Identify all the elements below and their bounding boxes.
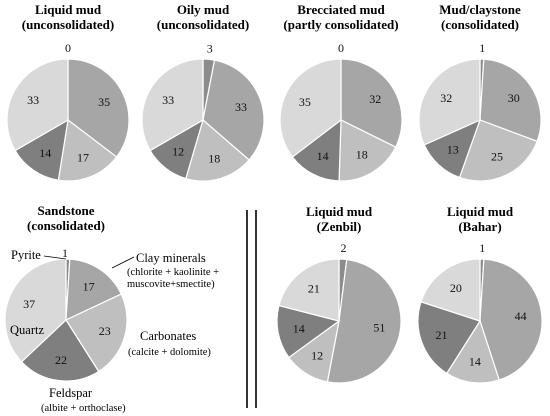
data-label-carbonates: 12	[311, 349, 323, 363]
pie-charts-group: Liquid mud(unconsolidated)035171433Oily …	[4, 2, 543, 384]
data-label-quartz: 21	[308, 282, 320, 296]
pie-title: Sandstone	[37, 203, 94, 218]
pie-panel: Liquid mud(unconsolidated) 0 35 17 14 33	[6, 2, 130, 182]
pie-slice-carbonates	[65, 293, 128, 373]
pie-slice-quartz	[420, 258, 481, 322]
annotation-feldspar-title: Feldspar	[49, 386, 93, 400]
pie-slice-quartz	[4, 258, 67, 363]
pie-title: Liquid mud	[447, 204, 514, 219]
data-label-clay: 33	[235, 100, 247, 114]
pie-panel: Liquid mud(Bahar) 1 44 14 21 20	[417, 204, 543, 384]
data-label-carbonates: 25	[491, 150, 503, 164]
pie-slice-feldspar	[417, 301, 481, 375]
annotation-clay-title: Clay minerals	[136, 251, 206, 265]
data-label-clay: 17	[83, 280, 95, 294]
annotation-carbonates-title: Carbonates	[140, 329, 196, 343]
pie-slice-clay	[479, 58, 542, 143]
pie-slice-carbonates	[338, 119, 397, 182]
annotation-clay-line3: muscovite+smectite)	[127, 279, 215, 290]
pie-slice-quartz	[6, 58, 69, 152]
data-label-clay: 35	[98, 95, 110, 109]
pie-slice-quartz	[279, 58, 342, 158]
data-label-feldspar: 22	[55, 353, 67, 367]
data-label-carbonates: 18	[208, 152, 220, 166]
data-label-feldspar: 12	[172, 145, 184, 159]
data-label-pyrite: 1	[62, 246, 68, 260]
pie-panel: Brecciated mud(partly consolidated) 0 32 18…	[279, 2, 403, 182]
pie-slice-clay	[65, 258, 122, 321]
data-label-pyrite: 0	[338, 41, 344, 55]
annotation-clay-line2: (chlorite + kaolinite +	[127, 267, 219, 278]
pyrite-leader-line	[43, 255, 67, 260]
data-label-clay: 32	[369, 92, 381, 106]
data-label-clay: 44	[515, 309, 527, 323]
data-label-pyrite: 3	[207, 41, 213, 55]
data-label-feldspar: 14	[317, 149, 329, 163]
pie-subtitle: (unconsolidated)	[22, 17, 114, 32]
pie-subtitle: (Bahar)	[458, 219, 501, 234]
data-label-quartz: 33	[162, 93, 174, 107]
data-label-quartz: 33	[27, 93, 39, 107]
clay-leader-line	[111, 256, 135, 269]
pie-slice-carbonates	[445, 319, 500, 384]
pie-subtitle: (consolidated)	[27, 218, 105, 233]
pie-slice-quartz	[418, 58, 481, 146]
pie-slice-clay	[67, 58, 130, 158]
data-label-feldspar: 14	[39, 146, 51, 160]
data-label-pyrite: 1	[479, 241, 485, 255]
data-label-pyrite: 2	[341, 241, 347, 255]
pie-title: Oily mud	[177, 2, 230, 17]
pie-panel: Sandstone(consolidated) 1 17 23 22 37	[4, 203, 128, 382]
pie-slice-feldspar	[20, 319, 100, 382]
annotation-feldspar-line2: (albite + orthoclase)	[41, 403, 126, 414]
pie-slice-carbonates	[57, 118, 118, 182]
pie-slice-feldspar	[291, 118, 342, 182]
pie-slice-feldspar	[276, 304, 341, 359]
data-label-clay: 30	[508, 91, 520, 105]
sandstone-annotations: Pyrite Clay minerals (chlorite + kaolini…	[10, 248, 219, 414]
pie-title: Brecciated mud	[297, 2, 385, 17]
pie-panel: Liquid mud(Zenbil) 2 51 12 14 21	[276, 204, 402, 384]
data-label-quartz: 37	[23, 297, 35, 311]
annotation-carbonates-line2: (calcite + dolomite)	[128, 347, 211, 358]
data-label-clay: 51	[373, 320, 385, 334]
pie-slice-clay	[340, 58, 403, 148]
pie-slice-clay	[479, 258, 543, 381]
data-label-feldspar: 21	[436, 328, 448, 342]
data-label-carbonates: 17	[77, 150, 89, 164]
pie-title: Liquid mud	[35, 2, 102, 17]
pie-slice-carbonates	[458, 119, 538, 182]
pie-subtitle: (consolidated)	[441, 17, 519, 32]
data-label-feldspar: 14	[293, 322, 305, 336]
data-label-carbonates: 23	[99, 324, 111, 338]
pie-subtitle: (unconsolidated)	[157, 17, 249, 32]
pie-panel: Mud/claystone(consolidated) 1 30 25 13 32	[418, 2, 542, 182]
data-label-quartz: 35	[299, 95, 311, 109]
pie-subtitle: (partly consolidated)	[283, 17, 398, 32]
annotation-quartz: Quartz	[10, 323, 44, 337]
pie-slice-clay	[202, 59, 265, 161]
pie-slice-quartz	[278, 258, 340, 322]
data-label-feldspar: 13	[447, 143, 459, 157]
pie-title: Mud/claystone	[439, 2, 521, 17]
data-label-carbonates: 18	[356, 148, 368, 162]
pie-slice-clay	[326, 258, 402, 384]
data-label-pyrite: 0	[65, 41, 71, 55]
annotation-pyrite: Pyrite	[11, 248, 41, 262]
pie-slice-feldspar	[14, 118, 69, 181]
pie-slice-carbonates	[185, 118, 250, 182]
data-label-quartz: 20	[450, 281, 462, 295]
data-label-pyrite: 1	[479, 41, 485, 55]
pie-slice-quartz	[141, 58, 204, 152]
pie-subtitle: (Zenbil)	[317, 219, 362, 234]
data-label-carbonates: 14	[469, 355, 481, 369]
data-label-quartz: 32	[440, 91, 452, 105]
pie-title: Liquid mud	[306, 204, 373, 219]
